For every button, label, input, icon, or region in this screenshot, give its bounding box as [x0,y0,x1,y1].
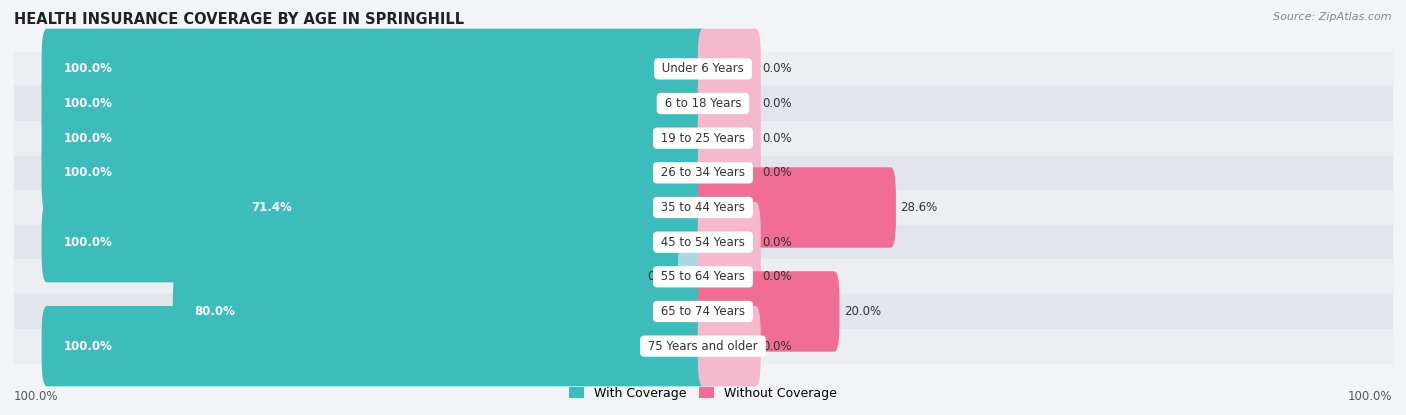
Text: 20.0%: 20.0% [844,305,882,318]
FancyBboxPatch shape [42,306,709,386]
Bar [14,225,1392,259]
Text: 0.0%: 0.0% [762,62,792,76]
FancyBboxPatch shape [697,167,896,248]
FancyBboxPatch shape [697,271,839,352]
Text: 35 to 44 Years: 35 to 44 Years [657,201,749,214]
Bar [14,51,1392,86]
Bar [14,329,1392,364]
Text: 0.0%: 0.0% [762,236,792,249]
Text: 6 to 18 Years: 6 to 18 Years [661,97,745,110]
FancyBboxPatch shape [678,237,709,317]
Text: Under 6 Years: Under 6 Years [658,62,748,76]
Text: 19 to 25 Years: 19 to 25 Years [657,132,749,145]
FancyBboxPatch shape [697,237,761,317]
Text: 100.0%: 100.0% [63,166,112,179]
Bar [14,121,1392,156]
Text: 100.0%: 100.0% [63,236,112,249]
Text: Source: ZipAtlas.com: Source: ZipAtlas.com [1274,12,1392,22]
Text: 55 to 64 Years: 55 to 64 Years [657,270,749,283]
FancyBboxPatch shape [229,167,709,248]
Text: 0.0%: 0.0% [762,270,792,283]
Text: 26 to 34 Years: 26 to 34 Years [657,166,749,179]
Text: 65 to 74 Years: 65 to 74 Years [657,305,749,318]
Text: 100.0%: 100.0% [63,339,112,353]
FancyBboxPatch shape [697,133,761,213]
Legend: With Coverage, Without Coverage: With Coverage, Without Coverage [564,382,842,405]
Text: 0.0%: 0.0% [647,270,676,283]
FancyBboxPatch shape [42,133,709,213]
Text: 100.0%: 100.0% [14,390,59,403]
Text: 100.0%: 100.0% [1347,390,1392,403]
Text: 0.0%: 0.0% [762,97,792,110]
Text: 75 Years and older: 75 Years and older [644,339,762,353]
Bar [14,190,1392,225]
FancyBboxPatch shape [697,63,761,144]
Text: 0.0%: 0.0% [762,132,792,145]
Bar [14,156,1392,190]
FancyBboxPatch shape [42,98,709,178]
FancyBboxPatch shape [173,271,709,352]
FancyBboxPatch shape [42,63,709,144]
FancyBboxPatch shape [42,202,709,282]
Text: 45 to 54 Years: 45 to 54 Years [657,236,749,249]
Bar [14,294,1392,329]
Bar [14,86,1392,121]
Text: 71.4%: 71.4% [250,201,292,214]
Text: 0.0%: 0.0% [762,166,792,179]
Text: 100.0%: 100.0% [63,97,112,110]
Text: 100.0%: 100.0% [63,132,112,145]
Text: HEALTH INSURANCE COVERAGE BY AGE IN SPRINGHILL: HEALTH INSURANCE COVERAGE BY AGE IN SPRI… [14,12,464,27]
FancyBboxPatch shape [697,306,761,386]
Text: 0.0%: 0.0% [762,339,792,353]
Text: 100.0%: 100.0% [63,62,112,76]
Text: 28.6%: 28.6% [900,201,938,214]
Text: 80.0%: 80.0% [194,305,235,318]
FancyBboxPatch shape [697,29,761,109]
FancyBboxPatch shape [42,29,709,109]
FancyBboxPatch shape [697,98,761,178]
Bar [14,259,1392,294]
FancyBboxPatch shape [697,202,761,282]
